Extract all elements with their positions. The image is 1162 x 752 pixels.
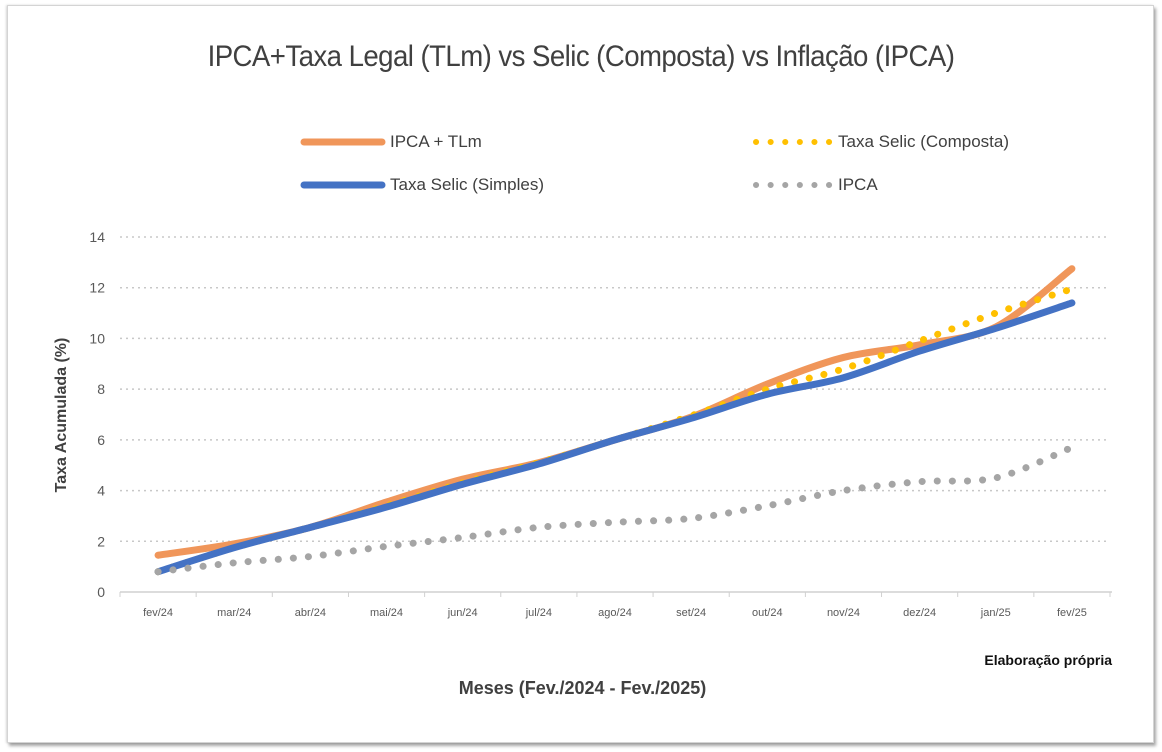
x-tick-label: jun/24 xyxy=(447,607,478,619)
series-line-taxa-selic-simples xyxy=(154,299,1076,576)
x-tick-label: mar/24 xyxy=(217,607,251,619)
y-tick-label: 10 xyxy=(89,330,105,346)
chart-title: IPCA+Taxa Legal (TLm) vs Selic (Composta… xyxy=(207,40,955,73)
y-tick-label: 4 xyxy=(97,483,105,499)
legend-swatch-ipca xyxy=(753,182,833,188)
x-tick-label: mai/24 xyxy=(370,607,403,619)
series-line-ipca xyxy=(154,443,1076,576)
series-line-ipca-tlm xyxy=(154,265,1076,559)
legend-label-ipca-tlm: IPCA + TLm xyxy=(390,132,482,151)
legend-label-ipca: IPCA xyxy=(838,175,878,194)
x-tick-label: fev/24 xyxy=(143,607,173,619)
x-tick-label: ago/24 xyxy=(598,607,632,619)
legend-swatch-selic-composta xyxy=(753,139,833,145)
y-tick-label: 8 xyxy=(97,381,105,397)
legend-item-selic-simples: Taxa Selic (Simples) xyxy=(300,175,544,195)
legend-item-selic-composta: Taxa Selic (Composta) xyxy=(748,132,1009,152)
y-tick-label: 2 xyxy=(97,533,105,549)
source-note: Elaboração própria xyxy=(984,652,1112,668)
x-tick-label: abr/24 xyxy=(295,607,326,619)
legend-item-ipca: IPCA xyxy=(748,175,878,195)
legend-item-ipca-tlm: IPCA + TLm xyxy=(300,132,482,152)
x-tick-label: jul/24 xyxy=(525,607,552,619)
chart-frame xyxy=(7,5,1154,743)
x-axis-label: Meses (Fev./2024 - Fev./2025) xyxy=(458,678,707,698)
x-tick-label: jan/25 xyxy=(980,607,1011,619)
legend-swatch-selic-simples xyxy=(300,181,386,189)
x-tick-label: nov/24 xyxy=(827,607,860,619)
legend-swatch-ipca-tlm xyxy=(300,138,386,146)
legend-label-selic-simples: Taxa Selic (Simples) xyxy=(390,175,544,194)
y-tick-label: 0 xyxy=(97,584,105,600)
legend-label-selic-composta: Taxa Selic (Composta) xyxy=(838,132,1010,151)
x-tick-label: dez/24 xyxy=(903,607,936,619)
y-tick-label: 14 xyxy=(89,229,105,245)
x-tick-label: out/24 xyxy=(752,607,783,619)
y-axis-label: Taxa Acumulada (%) xyxy=(53,337,70,493)
x-tick-label: set/24 xyxy=(676,607,706,619)
x-tick-label: fev/25 xyxy=(1057,607,1087,619)
y-tick-label: 12 xyxy=(89,280,105,296)
y-tick-label: 6 xyxy=(97,432,105,448)
